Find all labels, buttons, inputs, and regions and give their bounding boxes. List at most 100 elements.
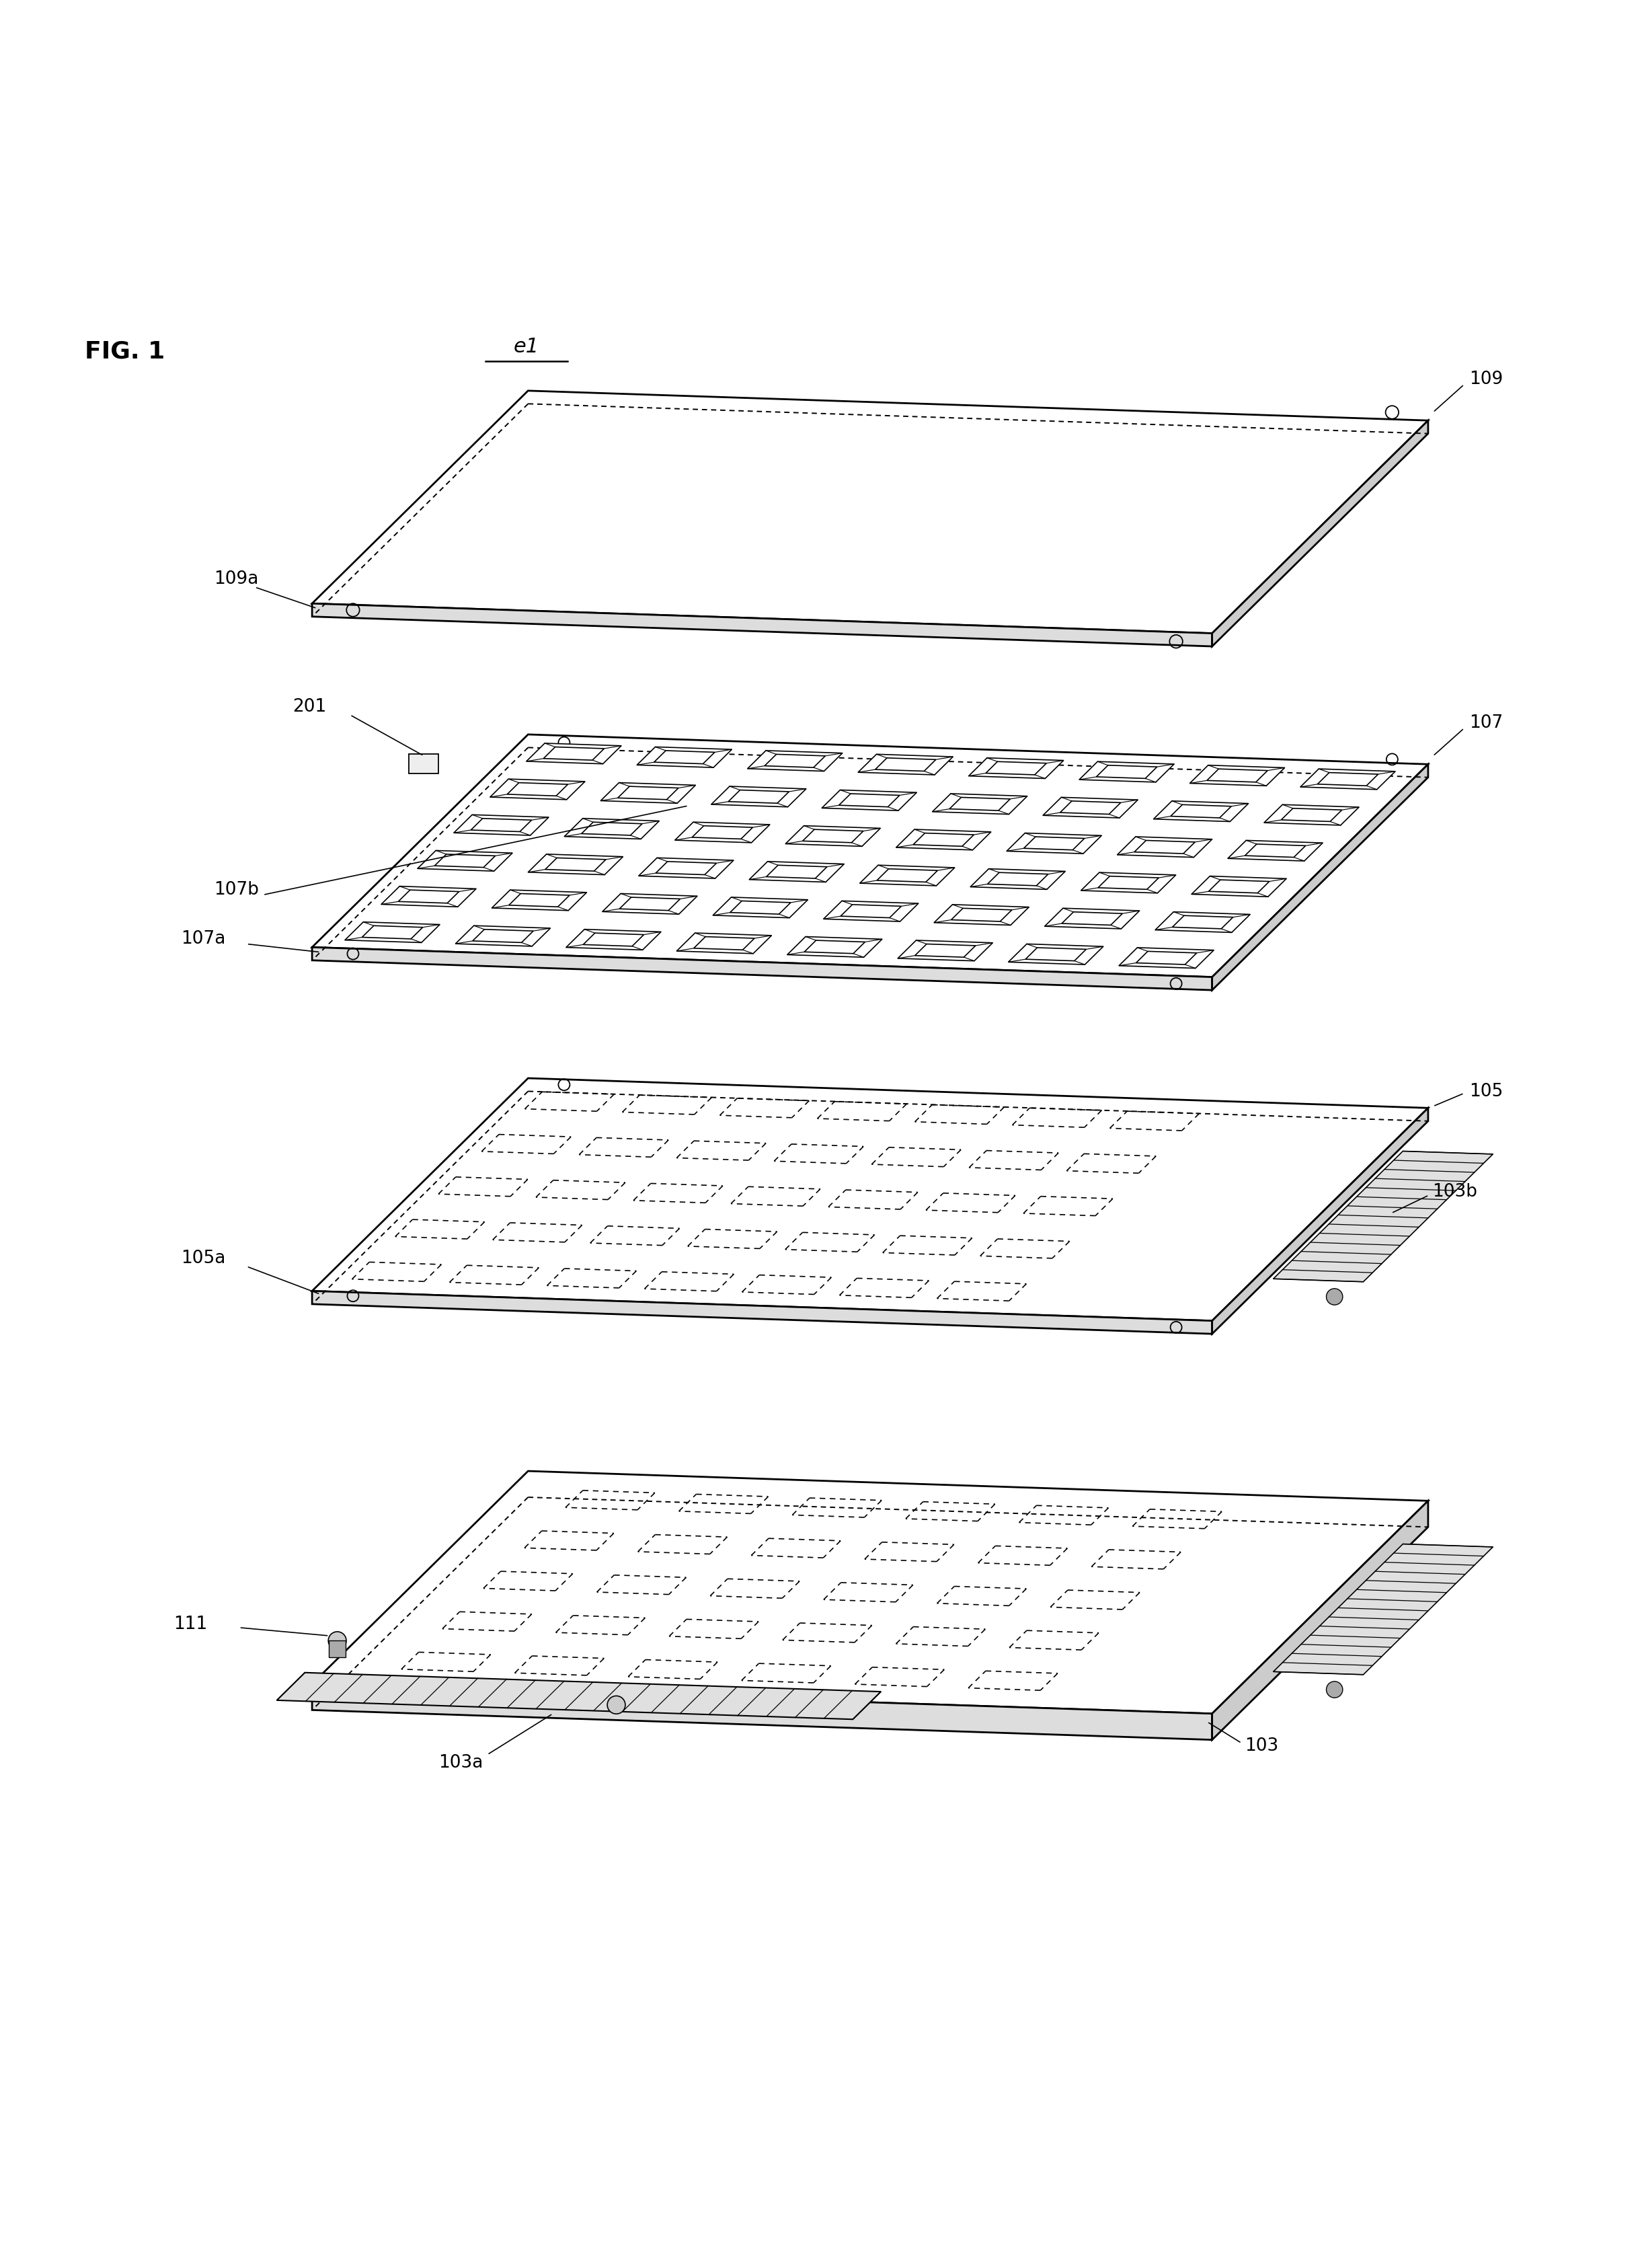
Polygon shape — [417, 851, 512, 871]
Polygon shape — [805, 941, 865, 953]
Polygon shape — [821, 789, 916, 810]
Polygon shape — [713, 898, 808, 919]
Polygon shape — [1044, 907, 1140, 930]
Polygon shape — [381, 887, 476, 907]
Polygon shape — [987, 873, 1048, 887]
Polygon shape — [841, 905, 901, 919]
Polygon shape — [493, 889, 586, 909]
Polygon shape — [859, 755, 952, 776]
Polygon shape — [453, 814, 548, 835]
Polygon shape — [915, 943, 975, 957]
Polygon shape — [897, 830, 992, 851]
Polygon shape — [749, 862, 844, 882]
Polygon shape — [312, 1290, 1212, 1334]
Polygon shape — [583, 932, 644, 946]
Polygon shape — [767, 864, 828, 878]
Polygon shape — [1212, 1501, 1429, 1740]
Polygon shape — [985, 762, 1046, 776]
Polygon shape — [1026, 948, 1085, 962]
Polygon shape — [787, 937, 882, 957]
Polygon shape — [765, 755, 826, 767]
Polygon shape — [1043, 798, 1138, 819]
Text: e1: e1 — [514, 338, 539, 356]
Polygon shape — [617, 787, 678, 801]
Polygon shape — [824, 900, 918, 921]
Polygon shape — [619, 898, 680, 909]
Polygon shape — [1172, 916, 1233, 930]
Polygon shape — [277, 1672, 880, 1719]
Polygon shape — [1209, 880, 1269, 894]
Polygon shape — [1273, 1152, 1493, 1281]
Polygon shape — [1273, 1545, 1493, 1674]
Polygon shape — [489, 778, 585, 801]
Polygon shape — [1192, 875, 1286, 896]
Polygon shape — [1212, 420, 1429, 646]
Polygon shape — [729, 789, 790, 803]
Polygon shape — [1136, 950, 1197, 964]
Polygon shape — [1117, 837, 1212, 857]
Polygon shape — [1007, 832, 1102, 853]
Polygon shape — [1118, 948, 1213, 968]
Polygon shape — [312, 1077, 1429, 1320]
Bar — [328, 1640, 345, 1658]
Polygon shape — [312, 1472, 1429, 1715]
Circle shape — [328, 1631, 346, 1649]
Polygon shape — [803, 830, 864, 844]
Polygon shape — [435, 855, 496, 866]
Polygon shape — [1079, 762, 1174, 782]
Text: 105a: 105a — [181, 1250, 227, 1268]
Polygon shape — [399, 889, 460, 903]
Polygon shape — [1190, 764, 1284, 785]
Polygon shape — [969, 758, 1064, 778]
Text: 201: 201 — [292, 699, 327, 714]
Polygon shape — [785, 826, 880, 846]
Polygon shape — [361, 925, 422, 939]
Polygon shape — [1317, 773, 1378, 785]
Text: 109a: 109a — [213, 569, 258, 587]
Polygon shape — [1135, 841, 1195, 853]
Polygon shape — [639, 857, 734, 878]
Circle shape — [1327, 1681, 1343, 1699]
Text: 111: 111 — [174, 1615, 207, 1633]
Polygon shape — [970, 869, 1066, 889]
Polygon shape — [933, 794, 1028, 814]
Polygon shape — [527, 744, 621, 764]
Circle shape — [1327, 1288, 1343, 1304]
Polygon shape — [544, 746, 604, 760]
Polygon shape — [312, 603, 1212, 646]
Polygon shape — [1212, 764, 1429, 991]
Polygon shape — [345, 923, 440, 943]
Polygon shape — [581, 821, 642, 835]
Polygon shape — [675, 821, 770, 844]
Polygon shape — [312, 948, 1212, 991]
Polygon shape — [877, 869, 938, 882]
Polygon shape — [860, 864, 954, 887]
Polygon shape — [1281, 807, 1342, 821]
Polygon shape — [654, 751, 714, 764]
Polygon shape — [1098, 875, 1159, 889]
Polygon shape — [1207, 769, 1268, 782]
Polygon shape — [566, 930, 662, 950]
Polygon shape — [507, 782, 568, 796]
Polygon shape — [473, 930, 534, 943]
Text: 107b: 107b — [213, 882, 259, 898]
Text: 103b: 103b — [1432, 1184, 1478, 1200]
Polygon shape — [747, 751, 842, 771]
Text: 105: 105 — [1470, 1082, 1502, 1100]
Polygon shape — [1097, 764, 1158, 778]
Polygon shape — [1212, 1109, 1429, 1334]
Polygon shape — [951, 907, 1011, 921]
Polygon shape — [731, 900, 791, 914]
Polygon shape — [1154, 801, 1248, 821]
Polygon shape — [1061, 801, 1121, 814]
Polygon shape — [603, 894, 698, 914]
Polygon shape — [693, 937, 754, 950]
Polygon shape — [839, 794, 900, 807]
Text: 109: 109 — [1470, 372, 1502, 388]
Polygon shape — [949, 798, 1010, 810]
Polygon shape — [913, 832, 974, 846]
Circle shape — [608, 1696, 626, 1715]
Polygon shape — [1080, 873, 1176, 894]
Polygon shape — [1062, 912, 1123, 925]
Polygon shape — [545, 857, 606, 871]
